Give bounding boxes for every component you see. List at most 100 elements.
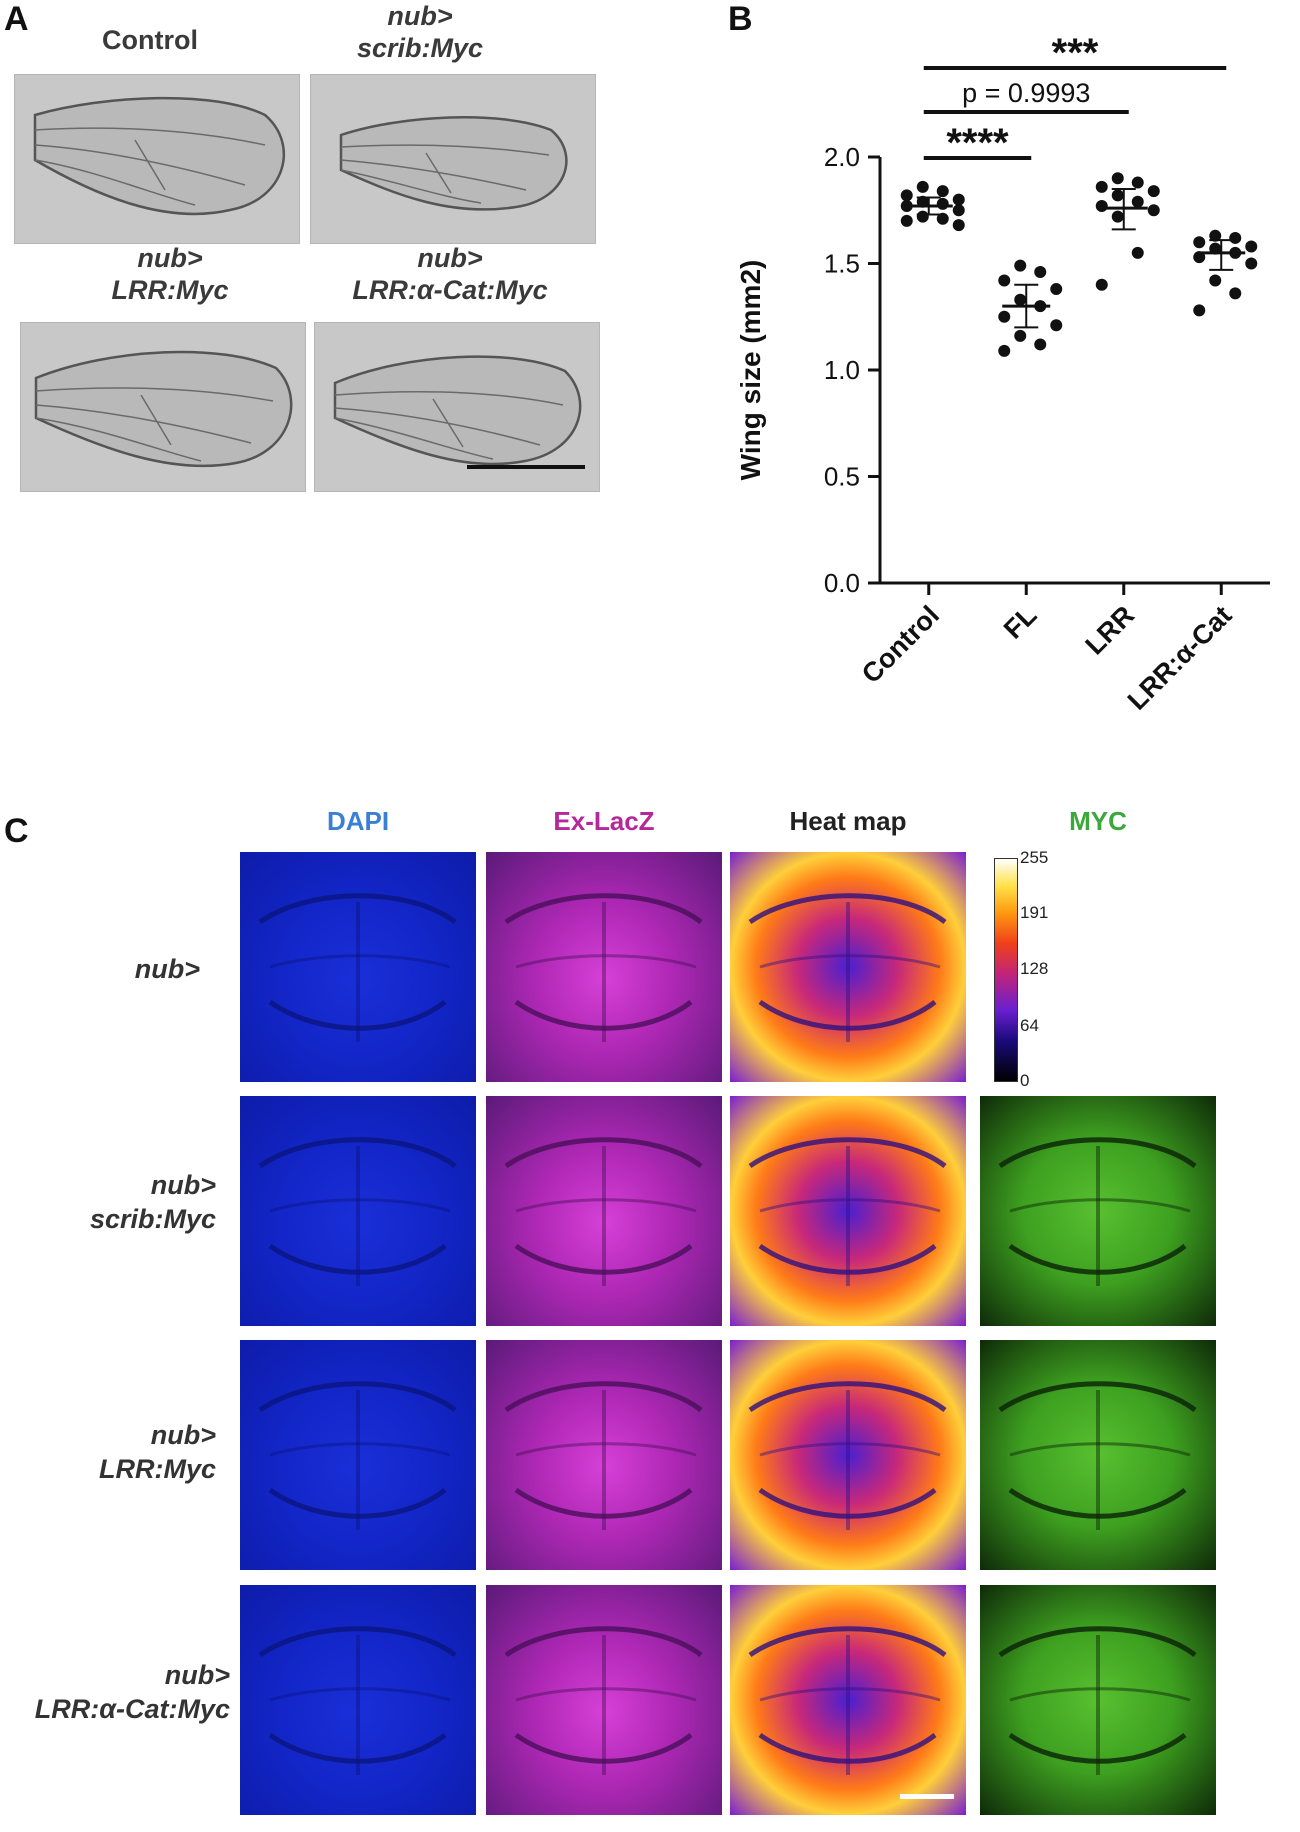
label-scrib-line2: scrib:Myc: [356, 33, 484, 63]
row-label-4: nub> LRR:α-Cat:Myc: [10, 1658, 230, 1726]
tissue-folds: [748, 1381, 947, 1530]
tissue-folds: [748, 1137, 947, 1286]
data-point: [900, 214, 913, 227]
colorbar-tick-191: 191: [1020, 903, 1049, 922]
row-label-1: nub>: [60, 952, 200, 986]
row-label-4-line1: nub>: [164, 1660, 230, 1690]
tissue-folds: [258, 1626, 457, 1775]
data-point: [1131, 195, 1144, 208]
wing-drawing-lrrcat: [333, 355, 585, 469]
tissue-folds: [258, 1381, 457, 1530]
data-point: [900, 189, 913, 202]
tissue-folds: [998, 1137, 1197, 1286]
data-point: [936, 212, 949, 225]
y-tick-label: 1.0: [824, 355, 860, 385]
data-point: [1245, 240, 1258, 253]
panel-b-letter: B: [728, 0, 753, 38]
data-point: [1131, 246, 1144, 259]
data-point: [1111, 172, 1124, 185]
tissue-folds: [504, 893, 703, 1042]
data-point: [998, 274, 1011, 287]
data-point: [1147, 185, 1160, 198]
data-point: [952, 219, 965, 232]
y-tick-label: 0.5: [824, 462, 860, 492]
row-label-3-line1: nub>: [150, 1420, 216, 1450]
label-control: Control: [102, 25, 198, 55]
colorbar-tick-64: 64: [1020, 1016, 1039, 1035]
data-point: [1209, 274, 1222, 287]
scale-bar-micrographs: [900, 1794, 954, 1799]
panel-a-letter: A: [4, 0, 29, 38]
colorbar-tick-0: 0: [1020, 1071, 1030, 1090]
data-point: [952, 193, 965, 206]
tissue-folds: [258, 893, 457, 1042]
data-point: [952, 204, 965, 217]
data-point: [1111, 210, 1124, 223]
row-label-3-line2: LRR:Myc: [98, 1454, 216, 1484]
data-point: [1229, 231, 1242, 244]
channel-title-dapi: DAPI: [326, 806, 390, 836]
channel-title-heatmap: Heat map: [789, 806, 907, 836]
micrograph-tile: [486, 852, 722, 1082]
micrograph-tile: [240, 1096, 476, 1326]
row-label-3: nub> LRR:Myc: [40, 1418, 216, 1486]
channel-title-exlacz: Ex-LacZ: [553, 806, 655, 836]
tissue-folds: [748, 893, 947, 1042]
label-scrib-line1: nub>: [387, 1, 453, 31]
row-label-4-line2: LRR:α-Cat:Myc: [34, 1694, 230, 1724]
data-point: [998, 344, 1011, 357]
label-lrr-line2: LRR:Myc: [111, 275, 229, 305]
micrograph-tile: [486, 1340, 722, 1570]
y-axis-title: Wing size (mm2): [735, 260, 766, 481]
data-point: [1147, 204, 1160, 217]
x-tick-label: LRR: [1080, 600, 1140, 660]
micrograph-tile: [980, 1585, 1216, 1815]
data-point: [1193, 304, 1206, 317]
data-point: [998, 310, 1011, 323]
label-lrrcat-line2: LRR:α-Cat:Myc: [352, 275, 548, 305]
data-point: [936, 185, 949, 198]
micrograph-tile: [486, 1096, 722, 1326]
tissue-folds: [504, 1626, 703, 1775]
wing-image-control: [14, 74, 300, 244]
data-point: [916, 180, 929, 193]
wing-image-scrib: [310, 74, 596, 244]
x-tick-label: FL: [998, 600, 1043, 645]
micrograph-tile: [240, 852, 476, 1082]
heatmap-colorbar: [994, 858, 1018, 1082]
panel-c-letter: C: [4, 812, 29, 850]
micrograph-tile: [730, 1096, 966, 1326]
label-scrib: nub> scrib:Myc: [300, 0, 540, 64]
micrograph-tile: [730, 852, 966, 1082]
wing-size-chart: 0.0 0.5 1.0 1.5 2.0 Wing size (mm2) Control FL L…: [735, 31, 1270, 716]
wing-drawing-lrr: [34, 350, 293, 468]
tissue-folds: [998, 1626, 1197, 1775]
data-point: [1095, 199, 1108, 212]
label-lrr: nub> LRR:Myc: [50, 242, 290, 306]
wing-image-lrrcat: [314, 322, 600, 492]
tissue-folds: [504, 1381, 703, 1530]
data-point: [1050, 283, 1063, 296]
data-point: [1034, 338, 1047, 351]
tissue-folds: [258, 1137, 457, 1286]
data-point: [1050, 319, 1063, 332]
y-tick-label: 2.0: [824, 142, 860, 172]
data-point: [936, 197, 949, 210]
data-point: [1209, 229, 1222, 242]
label-lrr-line1: nub>: [137, 243, 203, 273]
significance-label: p = 0.9993: [962, 78, 1090, 108]
data-point: [1193, 236, 1206, 249]
micrograph-tile: [730, 1585, 966, 1815]
micrograph-tile: [240, 1340, 476, 1570]
row-label-2-line1: nub>: [150, 1170, 216, 1200]
micrograph-tile: [730, 1340, 966, 1570]
y-tick-label: 0.0: [824, 568, 860, 598]
x-tick-label: LRR:α-Cat: [1122, 600, 1238, 716]
data-point: [1014, 329, 1027, 342]
data-point: [1034, 266, 1047, 279]
tissue-folds: [748, 1626, 947, 1775]
significance-label: ***: [1052, 31, 1099, 75]
colorbar-tick-255: 255: [1020, 848, 1049, 867]
data-point: [1131, 176, 1144, 189]
micrograph-tile: [980, 1340, 1216, 1570]
